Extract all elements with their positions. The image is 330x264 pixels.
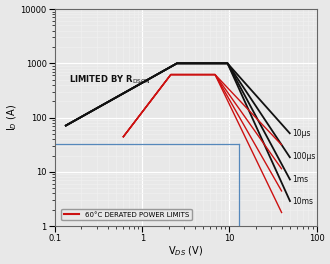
- Text: 10μs: 10μs: [292, 129, 310, 138]
- X-axis label: V$_{DS}$ (V): V$_{DS}$ (V): [168, 245, 203, 258]
- Text: LIMITED BY R$_{{\mathsf{{DSON}}}}$: LIMITED BY R$_{{\mathsf{{DSON}}}}$: [69, 73, 151, 86]
- Text: 10ms: 10ms: [292, 196, 313, 206]
- Y-axis label: I$_{D}$ (A): I$_{D}$ (A): [6, 104, 19, 131]
- Legend: 60°C DERATED POWER LIMITS: 60°C DERATED POWER LIMITS: [61, 209, 192, 220]
- Text: 1ms: 1ms: [292, 175, 308, 184]
- Text: 100μs: 100μs: [292, 152, 315, 161]
